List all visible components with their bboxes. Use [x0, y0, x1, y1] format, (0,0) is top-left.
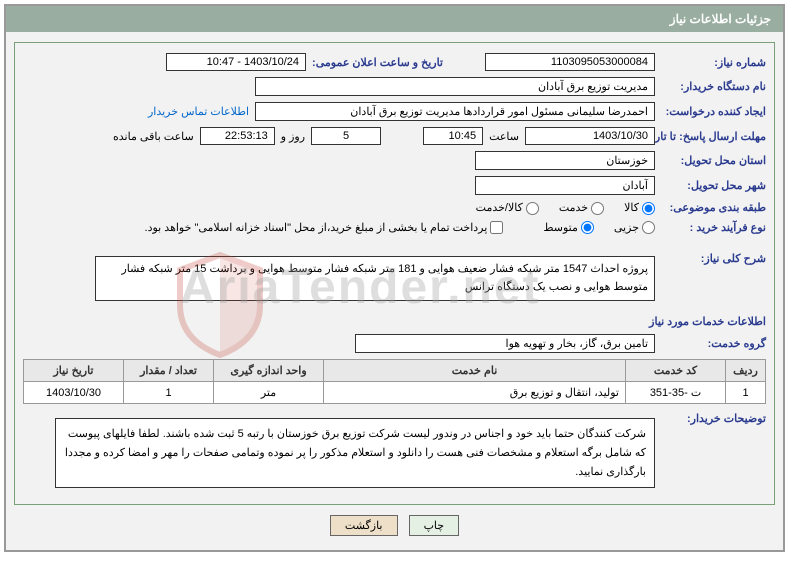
label-days-and: روز و [281, 130, 305, 143]
label-remain: ساعت باقی مانده [113, 130, 194, 143]
services-table: ردیف کد خدمت نام خدمت واحد اندازه گیری ت… [23, 359, 766, 404]
radio-cat-goods[interactable]: کالا [624, 201, 655, 215]
th-qty: تعداد / مقدار [124, 360, 214, 382]
label-overview: شرح کلی نیاز: [661, 252, 766, 265]
cell-name: تولید، انتقال و توزیع برق [324, 382, 626, 404]
label-deadline: مهلت ارسال پاسخ: تا تاریخ: [661, 130, 766, 143]
label-province: استان محل تحویل: [661, 154, 766, 167]
field-buyer-org: مدیریت توزیع برق آبادان [255, 77, 655, 96]
label-req-no: شماره نیاز: [661, 56, 766, 69]
label-category: طبقه بندی موضوعی: [661, 201, 766, 214]
cell-qty: 1 [124, 382, 214, 404]
radio-proc-medium-label: متوسط [543, 222, 578, 234]
th-date: تاریخ نیاز [24, 360, 124, 382]
cell-unit: متر [214, 382, 324, 404]
link-buyer-contact[interactable]: اطلاعات تماس خریدار [148, 105, 249, 118]
label-process: نوع فرآیند خرید : [661, 221, 766, 234]
panel-title: جزئیات اطلاعات نیاز [6, 6, 783, 32]
label-buyer-notes: توضیحات خریدار: [661, 412, 766, 425]
radio-proc-medium[interactable]: متوسط [543, 221, 594, 235]
pay-note-text: پرداخت تمام یا بخشی از مبلغ خرید،از محل … [145, 222, 488, 234]
field-deadline-time: 10:45 [423, 127, 483, 145]
field-buyer-notes: شرکت کنندگان حتما باید خود و اجناس در ون… [55, 418, 655, 488]
label-time-word: ساعت [489, 130, 519, 143]
field-deadline-date: 1403/10/30 [525, 127, 655, 145]
radio-cat-service-label: خدمت [559, 202, 588, 214]
th-row: ردیف [726, 360, 766, 382]
radio-cat-goods-service[interactable]: کالا/خدمت [476, 201, 539, 215]
back-button[interactable]: بازگشت [330, 515, 398, 536]
label-services-info: اطلاعات خدمات مورد نیاز [23, 315, 766, 328]
cell-row: 1 [726, 382, 766, 404]
field-days-remain: 5 [311, 127, 381, 145]
field-province: خوزستان [475, 151, 655, 170]
field-overview: پروژه احداث 1547 متر شبکه فشار ضعیف هوای… [95, 256, 655, 301]
print-button[interactable]: چاپ [409, 515, 460, 536]
radio-cat-goods-label: کالا [624, 202, 639, 214]
field-req-no: 1103095053000084 [485, 53, 655, 71]
field-city: آبادان [475, 176, 655, 195]
th-code: کد خدمت [626, 360, 726, 382]
label-service-group: گروه خدمت: [661, 337, 766, 350]
radio-proc-minor-label: جزیی [614, 222, 639, 234]
field-pub-datetime: 1403/10/24 - 10:47 [166, 53, 306, 71]
field-requester: احمدرضا سلیمانی مسئول امور قراردادها مدی… [255, 102, 655, 121]
cell-date: 1403/10/30 [24, 382, 124, 404]
th-unit: واحد اندازه گیری [214, 360, 324, 382]
table-row: 1 ت -35-351 تولید، انتقال و توزیع برق مت… [24, 382, 766, 404]
th-name: نام خدمت [324, 360, 626, 382]
radio-cat-service[interactable]: خدمت [559, 201, 604, 215]
label-city: شهر محل تحویل: [661, 179, 766, 192]
radio-cat-goods-service-label: کالا/خدمت [476, 202, 523, 214]
field-timer: 22:53:13 [200, 127, 275, 145]
label-pub-datetime: تاریخ و ساعت اعلان عمومی: [312, 56, 443, 69]
label-requester: ایجاد کننده درخواست: [661, 105, 766, 118]
label-buyer-org: نام دستگاه خریدار: [661, 80, 766, 93]
cell-code: ت -35-351 [626, 382, 726, 404]
radio-proc-minor[interactable]: جزیی [614, 221, 655, 235]
checkbox-pay-note[interactable]: پرداخت تمام یا بخشی از مبلغ خرید،از محل … [145, 221, 504, 235]
field-service-group: تامین برق، گاز، بخار و تهویه هوا [355, 334, 655, 353]
